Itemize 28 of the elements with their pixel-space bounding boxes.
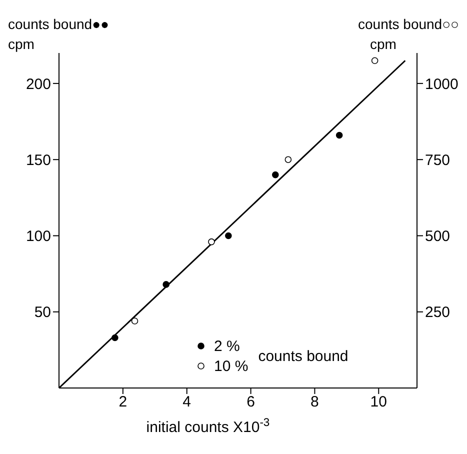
point	[225, 232, 232, 240]
y2-axis-title: counts bound○○ cpm	[358, 15, 459, 54]
x-tick-label: 4	[182, 394, 192, 411]
y2-tick-label: 500	[425, 228, 450, 246]
point	[371, 57, 378, 64]
point	[162, 281, 170, 288]
legend-label: 2 %	[214, 338, 240, 354]
y-tick-label: 50	[34, 304, 51, 322]
point	[336, 132, 343, 139]
point	[284, 156, 292, 163]
y2-tick-label: 250	[425, 304, 450, 322]
legend-label: 10 %	[214, 358, 248, 374]
point	[272, 171, 279, 178]
y-tick-label: 150	[26, 152, 51, 169]
y2-tick-label: 750	[425, 152, 450, 169]
x-tick-label: 10	[370, 394, 387, 411]
y-tick-label: 200	[26, 76, 51, 93]
point	[131, 318, 138, 324]
x-tick-label: 6	[246, 394, 255, 411]
y2-tick-label: 1000	[425, 76, 458, 93]
x-tick-label: 8	[310, 394, 319, 411]
point	[208, 238, 215, 246]
x-axis-title: initial counts X10$^{-3}$	[146, 417, 270, 436]
legend-title: counts bound	[258, 348, 348, 364]
point	[112, 334, 118, 342]
y-tick-label: 100	[26, 228, 51, 246]
x-tick-label: 2	[118, 394, 128, 411]
y-axis-title: counts bound●● cpm	[8, 15, 109, 54]
